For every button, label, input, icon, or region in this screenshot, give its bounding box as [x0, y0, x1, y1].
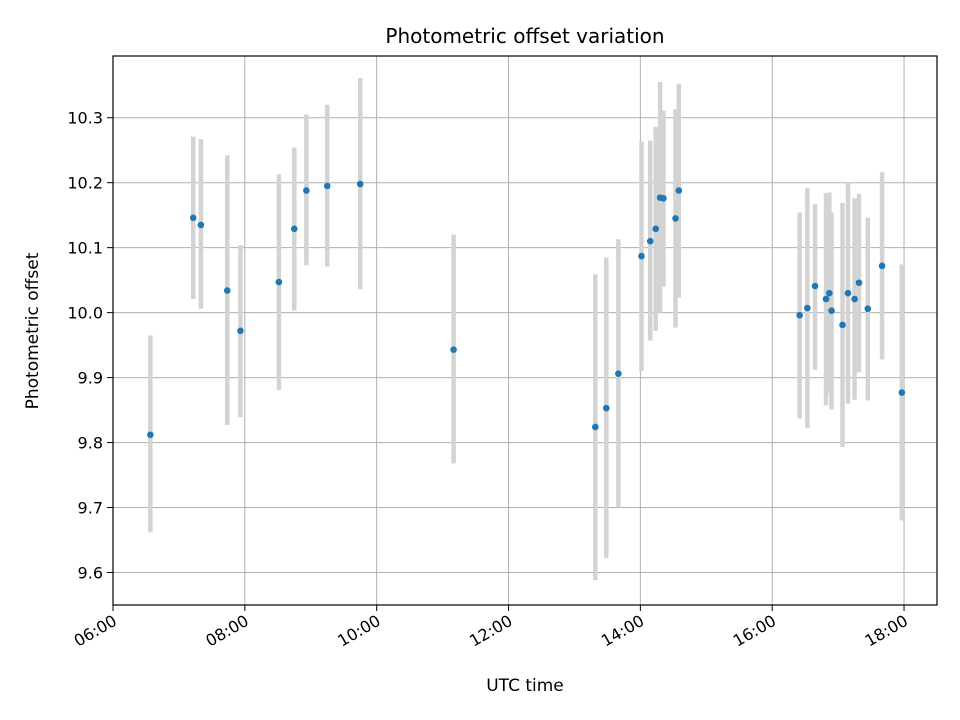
data-point: [450, 346, 457, 353]
data-point: [356, 180, 364, 188]
y-tick-label: 10.1: [67, 239, 103, 258]
data-point: [237, 327, 244, 335]
data-point: [290, 225, 298, 233]
data-point: [638, 252, 645, 260]
x-tick-label: 18:00: [862, 611, 911, 651]
data-point: [828, 307, 835, 314]
y-tick-label: 9.6: [78, 564, 103, 583]
data-point: [811, 282, 819, 290]
data-point: [646, 237, 654, 245]
y-tick-label: 9.7: [78, 499, 103, 518]
data-point: [672, 215, 679, 222]
chart-title: Photometric offset variation: [385, 24, 664, 48]
x-tick-label: 06:00: [71, 611, 120, 651]
data-point: [804, 304, 811, 312]
data-point: [822, 295, 830, 303]
data-point: [826, 289, 833, 297]
data-point: [878, 262, 886, 270]
y-axis: 9.6 9.7 9.8 9.9 10.0 10.1 10.2 10.3: [67, 109, 113, 583]
x-tick-label: 12:00: [466, 611, 515, 651]
x-axis: 06:00 08:00 10:00 12:00 14:00 16:00 18:00: [71, 605, 911, 651]
data-point: [839, 321, 846, 329]
y-tick-label: 9.9: [78, 369, 103, 388]
y-tick-label: 10.3: [67, 109, 103, 128]
x-tick-label: 10:00: [334, 611, 383, 651]
plot-frame: [112, 55, 938, 606]
error-bars: [148, 78, 905, 581]
data-point: [592, 423, 599, 431]
data-point: [898, 389, 906, 396]
data-points: [147, 180, 906, 439]
y-tick-label: 10.2: [67, 174, 103, 193]
data-point: [851, 295, 858, 303]
x-axis-title: UTC time: [486, 676, 564, 696]
data-point: [189, 214, 197, 222]
data-point: [197, 221, 205, 229]
data-point: [615, 370, 622, 378]
data-point: [796, 311, 803, 319]
data-point: [303, 187, 310, 194]
y-tick-label: 10.0: [67, 304, 103, 323]
data-point: [864, 305, 872, 313]
data-point: [603, 404, 610, 412]
data-point: [660, 194, 667, 202]
data-point: [223, 287, 231, 294]
data-point: [652, 225, 660, 233]
y-axis-title: Photometric offset: [23, 252, 43, 409]
data-point: [675, 187, 683, 194]
data-point: [855, 279, 863, 287]
data-point: [275, 278, 283, 286]
x-tick-label: 16:00: [730, 611, 779, 651]
x-tick-label: 08:00: [202, 611, 251, 651]
data-point: [323, 182, 331, 190]
data-point: [844, 289, 852, 297]
x-tick-label: 14:00: [598, 611, 647, 651]
data-point: [147, 431, 154, 439]
y-tick-label: 9.8: [78, 434, 103, 453]
